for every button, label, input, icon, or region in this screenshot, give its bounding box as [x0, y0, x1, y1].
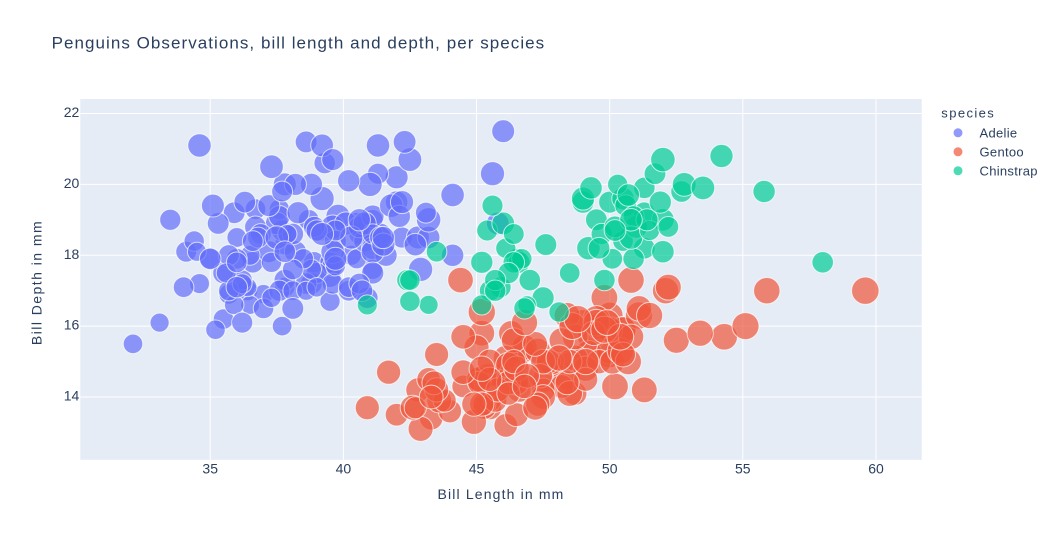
svg-text:species: species	[941, 106, 995, 121]
svg-text:14: 14	[64, 388, 80, 404]
svg-text:50: 50	[602, 460, 618, 476]
svg-text:55: 55	[735, 460, 751, 476]
svg-text:35: 35	[202, 460, 218, 476]
svg-text:Penguins Observations, bill le: Penguins Observations, bill length and d…	[52, 34, 546, 53]
svg-text:Bill Length in mm: Bill Length in mm	[438, 486, 565, 502]
svg-text:22: 22	[64, 104, 80, 120]
svg-text:40: 40	[336, 460, 352, 476]
svg-text:20: 20	[64, 175, 80, 191]
svg-text:Chinstrap: Chinstrap	[980, 164, 1038, 179]
svg-text:60: 60	[868, 460, 884, 476]
svg-text:18: 18	[64, 246, 80, 262]
svg-text:Adelie: Adelie	[980, 126, 1018, 141]
svg-text:16: 16	[64, 317, 80, 333]
svg-text:45: 45	[469, 460, 485, 476]
svg-text:Gentoo: Gentoo	[980, 145, 1024, 160]
svg-text:Bill Depth in mm: Bill Depth in mm	[28, 220, 44, 345]
